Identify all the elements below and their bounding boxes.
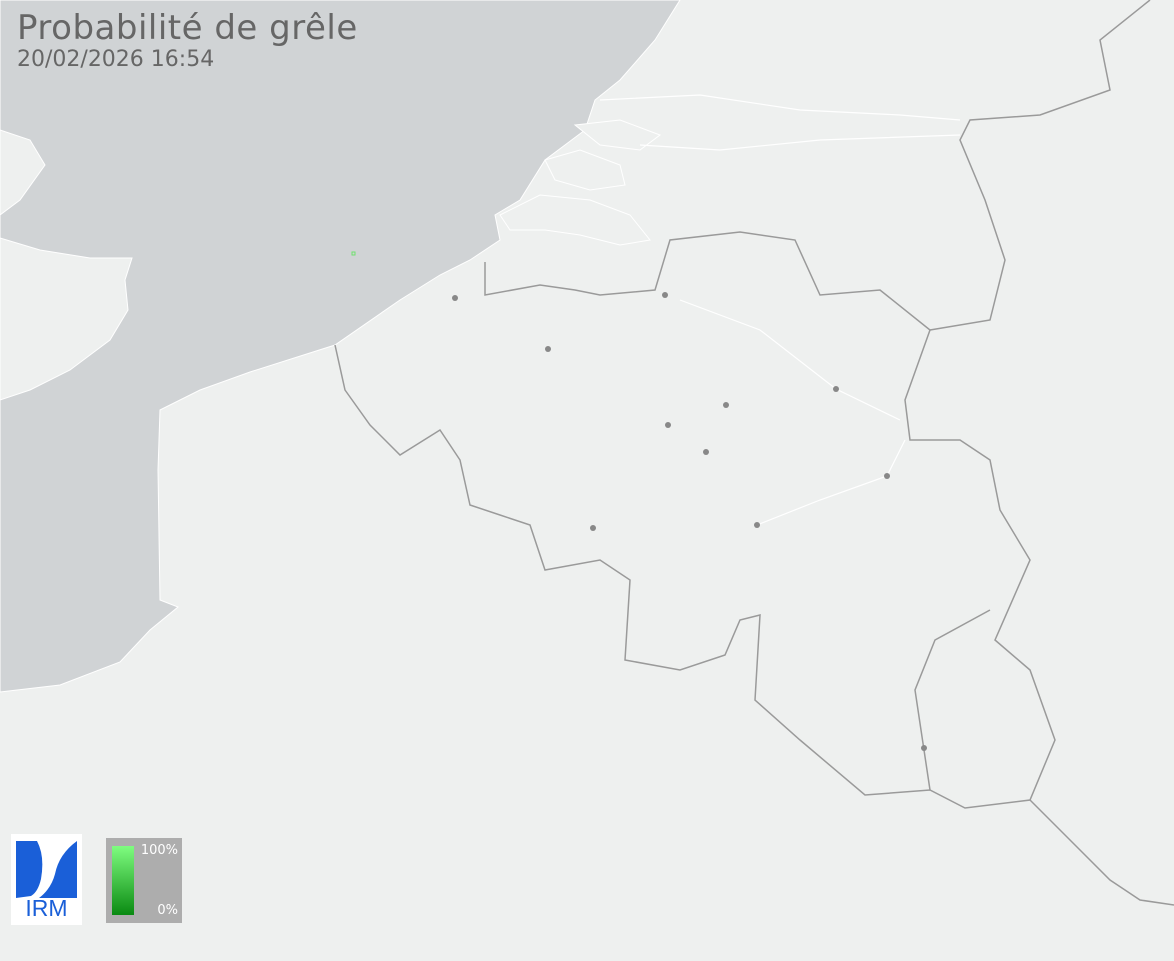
probability-legend: 100% 0% [106,838,182,923]
city-dot [921,745,927,751]
uk-coast-land-north [0,129,46,216]
zeeland-islands [499,119,662,246]
legend-max-label: 100% [140,843,178,858]
hail-cell [351,251,356,256]
logo-text: IRM [25,895,68,921]
legend-color-bar [112,846,134,915]
rivers [599,94,961,526]
netherlands-germany-border [929,0,1151,331]
sea [0,0,681,693]
germany-france-border [1029,799,1174,906]
irm-logo-icon [16,841,77,898]
city-dot [665,422,671,428]
city-dot [590,525,596,531]
city-dot [723,402,729,408]
city-dot [703,449,709,455]
uk-coast-land [0,237,133,401]
timestamp: 20/02/2026 16:54 [17,47,215,72]
city-dot [452,295,458,301]
country-borders [334,0,1174,906]
city-dot [754,522,760,528]
legend-min-label: 0% [157,903,178,918]
city-dot [662,292,668,298]
city-dot [833,386,839,392]
belgium-border [334,231,1056,809]
city-dot [884,473,890,479]
luxembourg-border [914,609,991,791]
city-dot [545,346,551,352]
cities [452,292,927,751]
map-title: Probabilité de grêle [17,8,358,48]
irm-logo[interactable]: IRM [11,834,82,925]
